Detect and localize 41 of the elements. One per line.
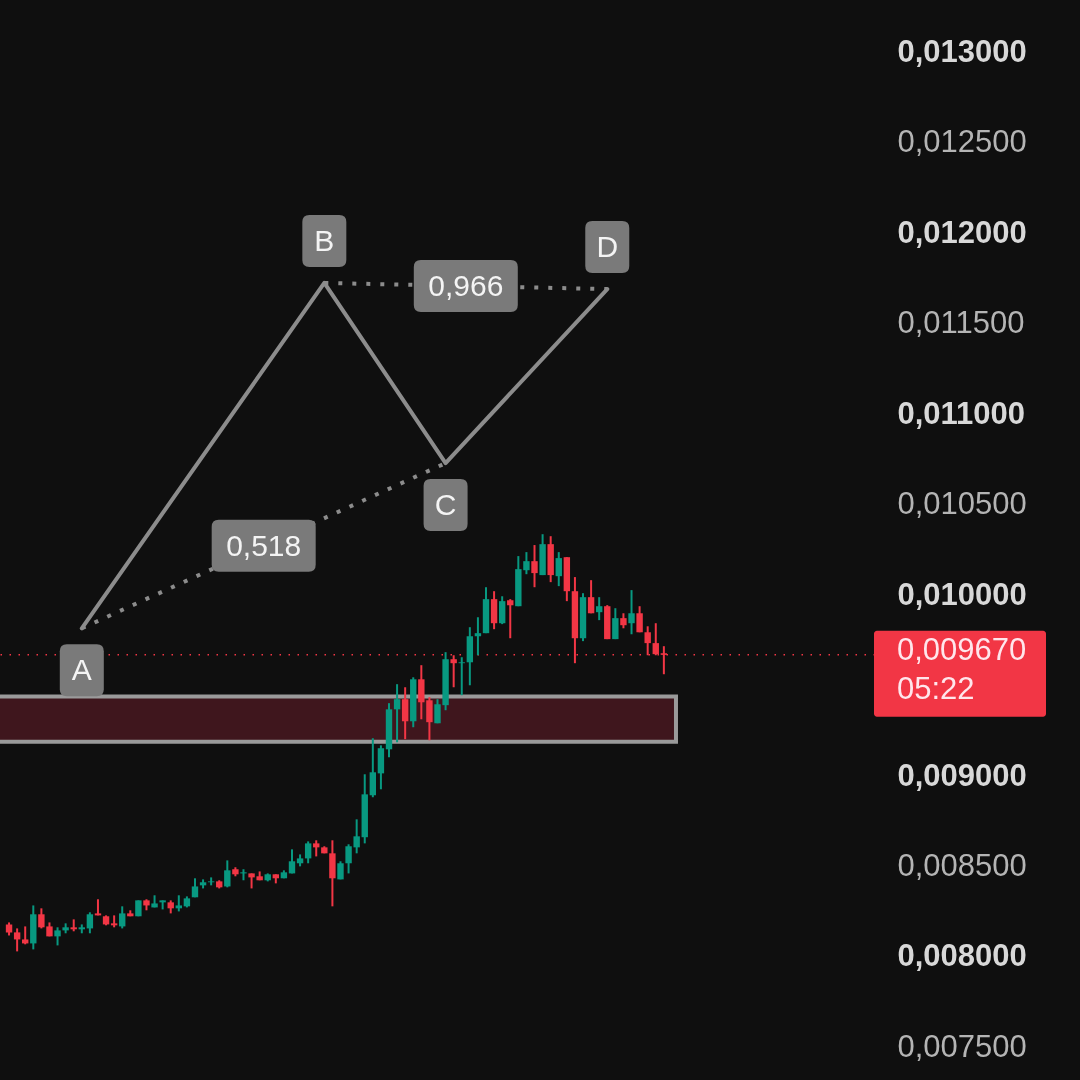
y-tick-label: 0,008000 [897,938,1027,974]
candlestick [531,544,538,589]
y-tick-label: 0,010500 [897,486,1027,522]
candlestick [401,686,409,741]
series-label: 0,966 [428,269,504,303]
candlestick [304,840,312,865]
data-label: B [314,223,335,257]
y-tick-label: 0,011000 [897,395,1026,431]
candlestick [458,656,465,697]
y-tick-label: 0,013000 [897,33,1027,69]
y-tick-label: 0,008500 [897,848,1027,884]
series-label: 0,518 [226,528,302,562]
candlestick [595,596,603,622]
text: 05:22 [897,670,975,706]
candlestick [13,927,21,953]
ref-line-label: 0,009670 [897,631,1027,667]
candlestick [240,868,247,882]
candlestick [498,595,506,626]
candlestick [474,616,482,657]
candlestick [507,598,514,640]
y-tick-label: 0,012500 [897,124,1027,160]
data-label: C [434,488,457,522]
y-tick-label: 0,010000 [897,576,1027,612]
candlestick [86,911,94,935]
y-tick-label: 0,009000 [897,757,1027,793]
candlestick [628,589,635,636]
candlestick [369,737,377,799]
candlestick [224,859,231,889]
data-label: D [596,230,619,264]
y-tick-label: 0,007500 [897,1028,1027,1064]
y-tick-label: 0,012000 [897,214,1027,250]
y-tick-label: 0,011500 [897,305,1025,341]
candlestick [636,605,643,634]
candlestick [393,683,401,744]
candlestick [612,607,619,641]
candlestick [54,926,61,947]
candlestick [555,551,562,588]
candlestick [288,848,296,875]
candlestick [587,579,595,615]
data-label: A [71,653,92,687]
candlestick [119,905,126,930]
